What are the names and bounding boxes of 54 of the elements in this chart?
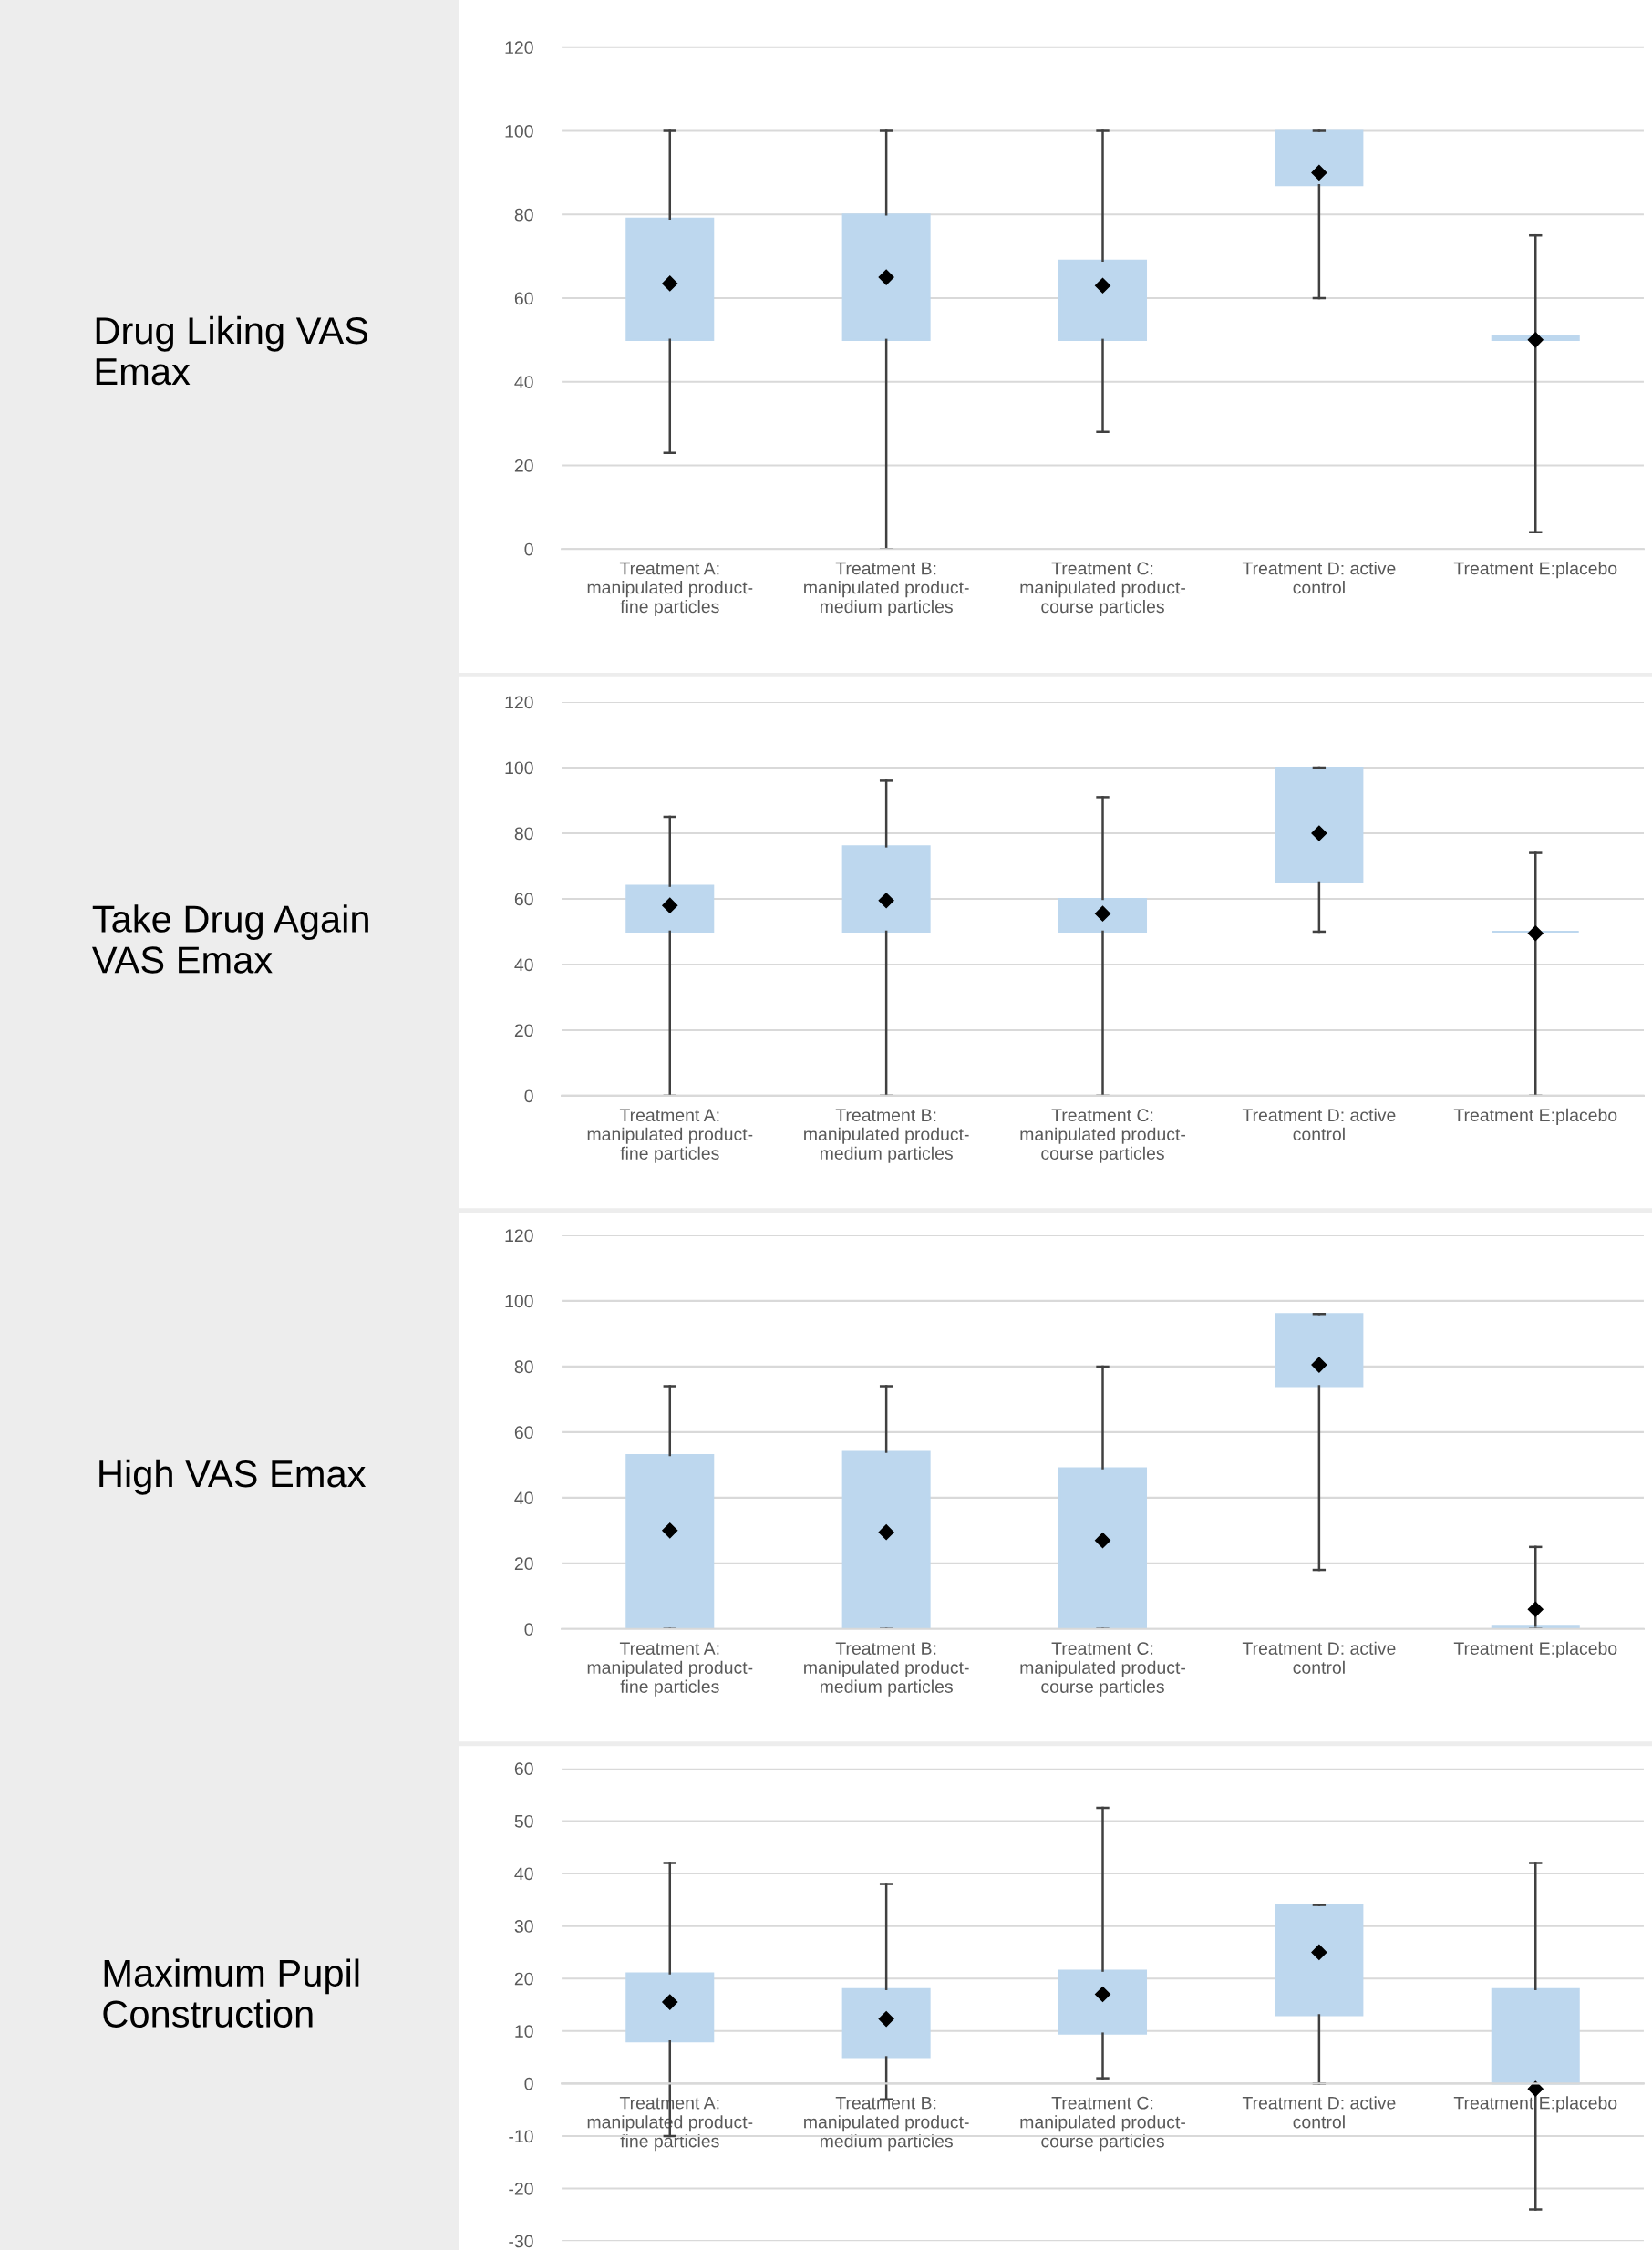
y-tick-label: 50 — [514, 1814, 533, 1828]
y-tick-label: 0 — [524, 542, 533, 556]
y-tick-label: 100 — [505, 125, 533, 138]
text: Maximum Pupil Construction — [103, 1958, 359, 2028]
text: High VAS Emax — [99, 1459, 367, 1495]
y-tick-label: 40 — [514, 376, 533, 388]
x-tick-label: Treatment B: manipulated product- medium particles — [804, 1109, 969, 1163]
y-tick-label: 80 — [514, 827, 533, 841]
x-tick-label: Treatment E:placebo — [1453, 562, 1617, 579]
y-tick-label: 80 — [514, 208, 533, 222]
x-tick-label: Treatment D: active control — [1242, 1108, 1396, 1141]
x-tick-label: Treatment B: manipulated product- medium particles — [804, 1642, 969, 1697]
y-tick-label: 40 — [514, 1491, 533, 1505]
y-tick-label: 20 — [514, 1972, 533, 1986]
x-tick-label: Treatment D: active control — [1242, 1641, 1396, 1674]
x-tick-label: Treatment C: manipulated product- course particles — [1020, 562, 1185, 617]
x-tick-label: Treatment A: manipulated product- fine particles — [587, 562, 753, 617]
y-tick-label: 40 — [514, 1867, 533, 1881]
x-tick-label: Treatment C: manipulated product- course particles — [1020, 1109, 1185, 1163]
y-tick-label: 80 — [514, 1360, 533, 1374]
y-tick-label: 10 — [515, 2025, 533, 2038]
y-tick-label: -20 — [509, 2183, 533, 2195]
y-tick-label: 100 — [505, 761, 533, 775]
x-tick-label: Treatment A: manipulated product- fine particles — [587, 1642, 753, 1697]
y-tick-label: 60 — [514, 893, 533, 906]
y-tick-label: 30 — [514, 1920, 533, 1933]
x-tick-label: Treatment E:placebo — [1453, 2096, 1617, 2113]
y-tick-label: 0 — [524, 1623, 533, 1636]
y-tick-label: 0 — [524, 1089, 533, 1103]
y-tick-label: 120 — [505, 1229, 533, 1243]
x-tick-label: Treatment E:placebo — [1453, 1108, 1617, 1125]
text: Drug Liking VAS Emax — [96, 315, 368, 386]
y-tick-label: 100 — [505, 1295, 533, 1308]
y-tick-label: 120 — [505, 696, 533, 709]
y-tick-label: 60 — [514, 292, 533, 305]
y-tick-label: -10 — [509, 2130, 533, 2143]
y-tick-label: 20 — [514, 1557, 533, 1571]
x-tick-label: Treatment B: manipulated product- medium particles — [804, 2096, 969, 2152]
y-tick-label: 20 — [514, 1024, 533, 1037]
x-tick-label: Treatment C: manipulated product- course particles — [1020, 1642, 1185, 1697]
y-tick-label: 40 — [514, 958, 533, 972]
text: Take Drug Again VAS Emax — [92, 904, 368, 974]
x-tick-label: Treatment B: manipulated product- medium particles — [804, 562, 969, 617]
x-tick-label: Treatment D: active control — [1242, 2096, 1396, 2129]
y-tick-label: 60 — [514, 1426, 533, 1440]
y-tick-label: 120 — [505, 41, 533, 55]
y-tick-label: 20 — [514, 459, 533, 472]
y-tick-label: -30 — [509, 2235, 533, 2248]
x-tick-label: Treatment A: manipulated product- fine particles — [587, 1109, 753, 1163]
x-tick-label: Treatment D: active control — [1242, 562, 1396, 594]
y-tick-label: 60 — [514, 1762, 533, 1776]
x-tick-label: Treatment C: manipulated product- course particles — [1020, 2096, 1185, 2152]
x-tick-label: Treatment E:placebo — [1453, 1641, 1617, 1658]
y-tick-label: 0 — [524, 2077, 533, 2090]
